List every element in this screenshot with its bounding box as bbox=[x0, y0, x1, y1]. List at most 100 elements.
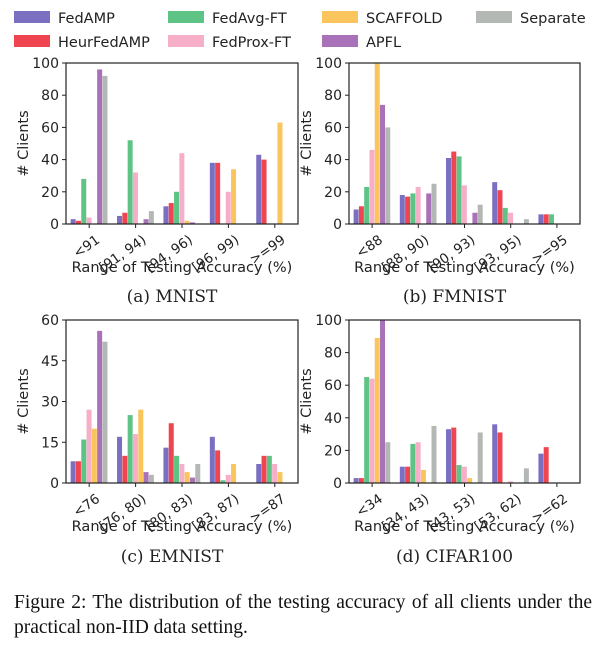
bar bbox=[461, 185, 467, 224]
y-tick-label: 20 bbox=[324, 185, 342, 201]
bar bbox=[189, 477, 195, 483]
legend-item: FedProx-FT bbox=[168, 35, 291, 51]
bar bbox=[369, 149, 375, 224]
bar bbox=[451, 427, 457, 483]
bar bbox=[184, 472, 190, 483]
y-tick-label: 0 bbox=[333, 476, 342, 492]
bar bbox=[431, 183, 437, 224]
bar bbox=[117, 215, 123, 224]
bar bbox=[497, 432, 503, 483]
bar bbox=[195, 463, 201, 483]
bar bbox=[523, 219, 529, 224]
legend-swatch bbox=[322, 11, 358, 23]
bar bbox=[75, 461, 81, 483]
legend-item: SCAFFOLD bbox=[322, 11, 443, 27]
y-tick-label: 20 bbox=[324, 443, 342, 459]
bar bbox=[492, 182, 498, 224]
legend-label: FedAvg-FT bbox=[212, 11, 287, 27]
bar bbox=[179, 463, 185, 483]
bar bbox=[122, 455, 128, 483]
y-tick-label: 15 bbox=[41, 435, 59, 451]
bar bbox=[374, 337, 380, 483]
legend-label: HeurFedAMP bbox=[58, 35, 150, 51]
bar bbox=[132, 172, 138, 224]
x-tick-label: <91 bbox=[70, 232, 103, 261]
legend-swatch bbox=[168, 35, 204, 47]
bar bbox=[446, 157, 451, 224]
bar bbox=[179, 153, 185, 224]
subfigure-title: (a) MNIST bbox=[127, 287, 218, 307]
bar bbox=[456, 465, 462, 483]
y-tick-label: 20 bbox=[41, 185, 59, 201]
legend-item: FedAvg-FT bbox=[168, 11, 287, 27]
bar bbox=[261, 455, 267, 483]
x-tick-label: <76 bbox=[70, 491, 103, 520]
bar bbox=[81, 439, 87, 483]
bar bbox=[81, 178, 87, 224]
legend-swatch bbox=[322, 35, 358, 47]
bar bbox=[385, 442, 391, 483]
bar bbox=[209, 436, 215, 483]
legend-label: Separate bbox=[520, 11, 586, 27]
bar bbox=[508, 212, 514, 224]
bar bbox=[446, 429, 451, 483]
bar bbox=[70, 461, 76, 483]
bar bbox=[75, 220, 81, 224]
y-tick-label: 0 bbox=[333, 217, 342, 233]
bar bbox=[543, 214, 549, 224]
bar bbox=[138, 409, 144, 483]
bar bbox=[369, 378, 375, 483]
bar bbox=[420, 469, 426, 483]
y-tick-label: 45 bbox=[41, 354, 59, 370]
bar bbox=[102, 75, 108, 224]
bar bbox=[358, 478, 364, 483]
bar bbox=[399, 195, 405, 224]
bar bbox=[451, 151, 457, 224]
bar bbox=[456, 156, 462, 224]
legend-label: FedAMP bbox=[58, 11, 115, 27]
bar bbox=[97, 330, 103, 483]
x-tick-label: <88 bbox=[353, 232, 386, 261]
bar bbox=[148, 474, 154, 483]
y-axis-label: # Clients bbox=[16, 368, 32, 434]
y-tick-label: 60 bbox=[324, 378, 342, 394]
y-tick-label: 80 bbox=[324, 88, 342, 104]
bar bbox=[477, 204, 483, 224]
y-tick-label: 80 bbox=[324, 346, 342, 362]
bar bbox=[502, 207, 508, 224]
bar bbox=[174, 191, 180, 224]
bar bbox=[374, 63, 380, 224]
bar bbox=[86, 217, 92, 224]
bar bbox=[472, 212, 478, 224]
bar bbox=[117, 436, 123, 483]
bar bbox=[364, 377, 370, 483]
x-axis-label: Range of Testing Accuracy (%) bbox=[354, 260, 575, 276]
bar bbox=[477, 432, 483, 483]
figure-caption: Figure 2: The distribution of the testin… bbox=[14, 592, 592, 638]
bar bbox=[364, 186, 370, 224]
bar bbox=[426, 193, 432, 224]
bar bbox=[415, 186, 421, 224]
x-axis-label: Range of Testing Accuracy (%) bbox=[354, 519, 575, 535]
bar bbox=[231, 463, 237, 483]
y-axis-label: # Clients bbox=[299, 110, 315, 176]
bar bbox=[256, 463, 262, 483]
bar bbox=[508, 481, 514, 483]
bar bbox=[215, 450, 221, 483]
bar bbox=[497, 190, 503, 224]
x-tick-label: <34 bbox=[353, 491, 386, 520]
bar bbox=[127, 415, 133, 483]
bar bbox=[353, 478, 359, 483]
y-tick-label: 30 bbox=[41, 395, 59, 411]
y-tick-label: 0 bbox=[50, 476, 59, 492]
y-tick-label: 40 bbox=[324, 153, 342, 169]
bar bbox=[132, 434, 138, 483]
bar bbox=[256, 154, 262, 224]
legend-label: SCAFFOLD bbox=[366, 11, 443, 27]
legend-item: APFL bbox=[322, 35, 401, 51]
bar bbox=[548, 214, 554, 224]
bar bbox=[127, 140, 133, 224]
bar bbox=[523, 468, 529, 483]
bar bbox=[492, 424, 498, 483]
